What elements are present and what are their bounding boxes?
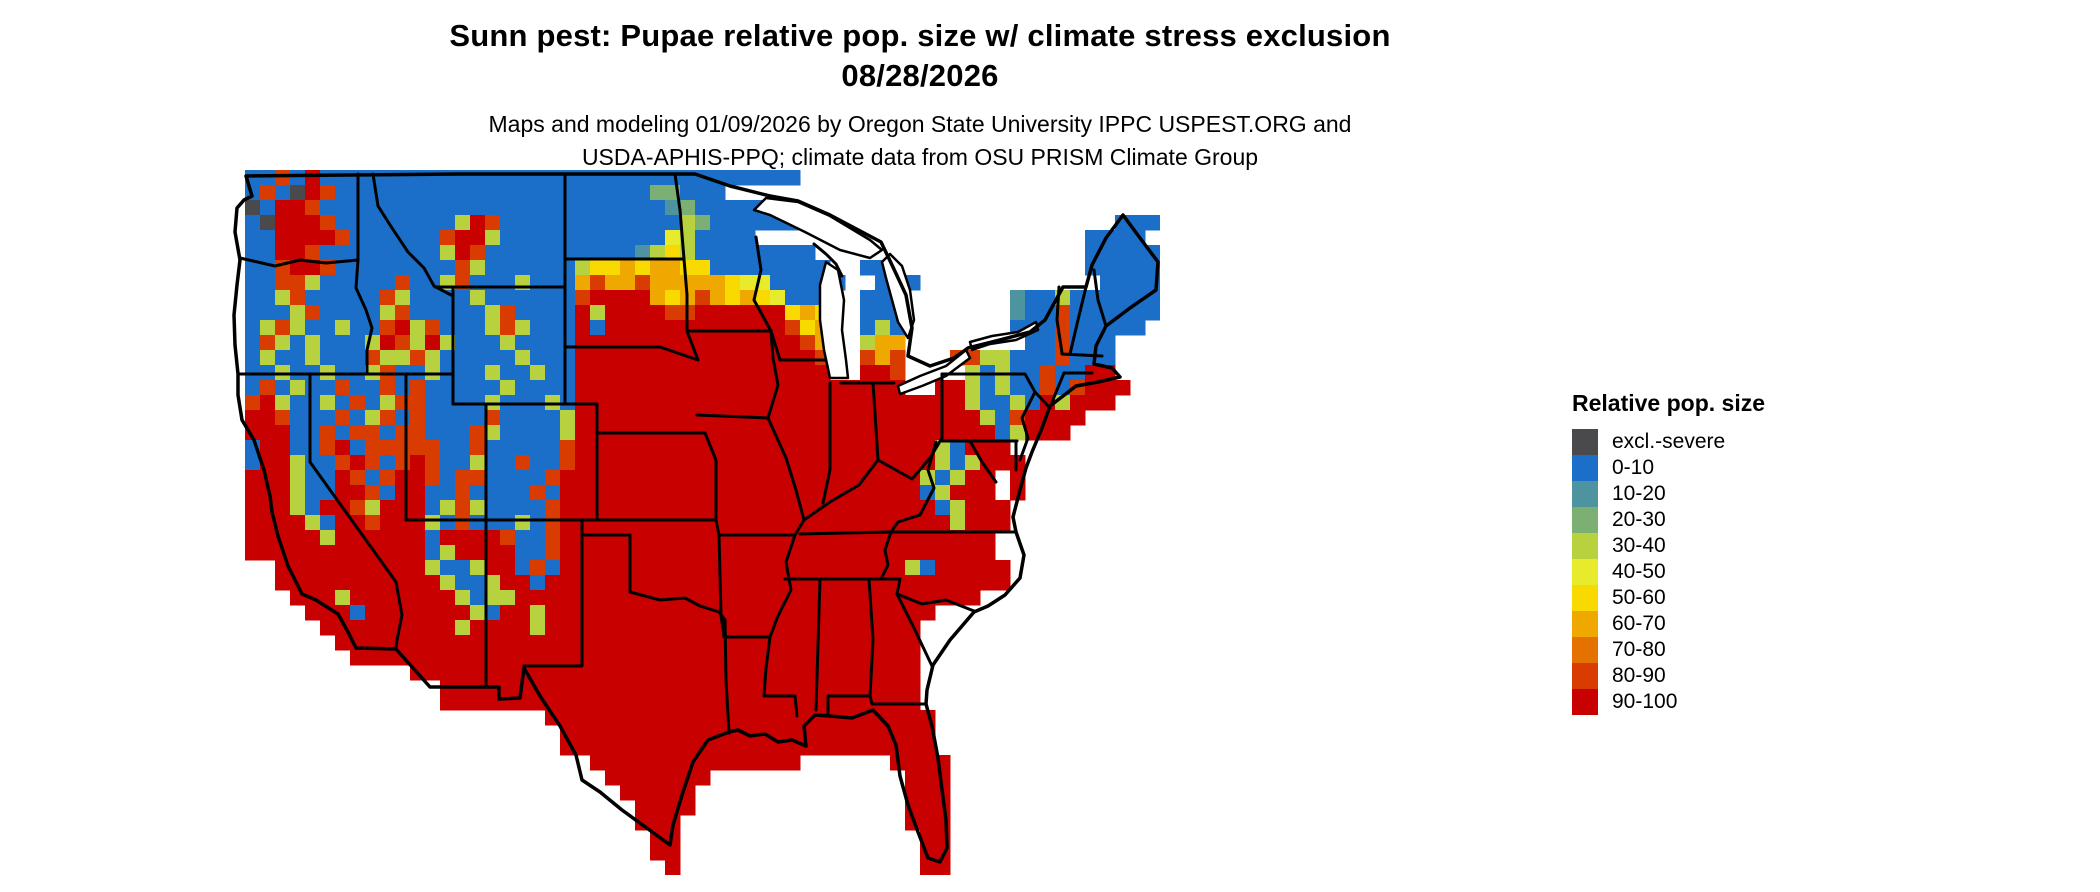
legend-label: excl.-severe [1612, 430, 1726, 453]
lake-shape [896, 348, 972, 396]
state-border [895, 577, 976, 613]
state-border [895, 592, 934, 668]
legend-label: 70-80 [1612, 638, 1666, 661]
legend-swatch [1572, 585, 1598, 611]
state-border [762, 533, 799, 718]
state-border [354, 258, 374, 376]
map-subtitle-line2: USDA-APHIS-PPQ; climate data from OSU PR… [581, 144, 1259, 170]
legend-swatch [1572, 663, 1598, 689]
legend-entry: 50-60 [1572, 585, 1765, 611]
legend-label: 20-30 [1612, 508, 1666, 531]
legend: Relative pop. size excl.-severe 0-10 10-20… [1572, 390, 1765, 715]
state-border [766, 416, 806, 537]
state-border [814, 577, 822, 712]
state-border [1050, 371, 1066, 404]
legend-entry: 30-40 [1572, 533, 1765, 559]
legend-entry: 20-30 [1572, 507, 1765, 533]
legend-label: 0-10 [1612, 456, 1655, 479]
legend-label: 40-50 [1612, 560, 1666, 583]
legend-entry: 90-100 [1572, 689, 1765, 715]
us-map [232, 170, 1176, 876]
state-border [673, 172, 686, 261]
state-border [867, 577, 875, 698]
legend-swatch [1572, 429, 1598, 455]
legend-label: 80-90 [1612, 664, 1666, 687]
state-border [752, 235, 773, 333]
map-subtitle: Maps and modeling 01/09/2026 by Oregon S… [0, 108, 1840, 174]
legend-label: 90-100 [1612, 690, 1678, 713]
lake-shape [880, 252, 916, 340]
state-border [871, 381, 880, 462]
legend-entry: excl.-severe [1572, 429, 1765, 455]
legend-swatch [1572, 637, 1598, 663]
map-title: Sunn pest: Pupae relative pop. size w/ c… [449, 18, 1391, 53]
state-border [682, 257, 700, 362]
state-border [769, 329, 827, 362]
legend-label: 50-60 [1612, 586, 1666, 609]
map-date: 08/28/2026 [841, 58, 999, 93]
state-border [802, 436, 944, 522]
state-border [238, 256, 360, 268]
legend-swatch [1572, 481, 1598, 507]
legend-entry: 80-90 [1572, 663, 1765, 689]
state-border [703, 431, 718, 522]
legend-entry: 70-80 [1572, 637, 1765, 663]
legend-swatch [1572, 507, 1598, 533]
state-border [522, 518, 584, 668]
state-border [714, 518, 726, 639]
state-border [940, 372, 1037, 462]
state-border [580, 518, 727, 622]
state-border [1092, 268, 1108, 328]
state-border [826, 694, 928, 716]
state-border [723, 618, 731, 735]
legend-swatch [1572, 559, 1598, 585]
legend-label: 30-40 [1612, 534, 1666, 557]
legend-entry: 10-20 [1572, 481, 1765, 507]
state-border [879, 530, 893, 581]
legend-label: 60-70 [1612, 612, 1666, 635]
state-border [812, 242, 844, 278]
legend-label: 10-20 [1612, 482, 1666, 505]
state-border [889, 440, 938, 534]
state-border [695, 413, 770, 420]
legend-entry: 40-50 [1572, 559, 1765, 585]
state-border [1033, 390, 1052, 410]
state-border [308, 372, 404, 650]
legend-swatch [1572, 455, 1598, 481]
legend-entry: 0-10 [1572, 455, 1765, 481]
state-border [821, 381, 832, 505]
us-map-container [230, 170, 1176, 876]
state-border [1068, 285, 1088, 356]
conus-outline [232, 172, 1160, 864]
state-border [563, 345, 700, 362]
state-border [798, 530, 893, 536]
state-border [766, 329, 780, 420]
legend-entry: 60-70 [1572, 611, 1765, 637]
legend-swatch [1572, 611, 1598, 637]
legend-swatch [1572, 533, 1598, 559]
state-border [968, 439, 998, 484]
map-header: Sunn pest: Pupae relative pop. size w/ c… [0, 16, 1840, 174]
legend-swatch [1572, 689, 1598, 715]
lake-shape [818, 260, 850, 380]
legend-entries: excl.-severe 0-10 10-20 20-30 30-40 40-50 50-6… [1572, 429, 1765, 715]
map-subtitle-line1: Maps and modeling 01/09/2026 by Oregon S… [488, 111, 1352, 137]
legend-title: Relative pop. size [1572, 390, 1766, 416]
